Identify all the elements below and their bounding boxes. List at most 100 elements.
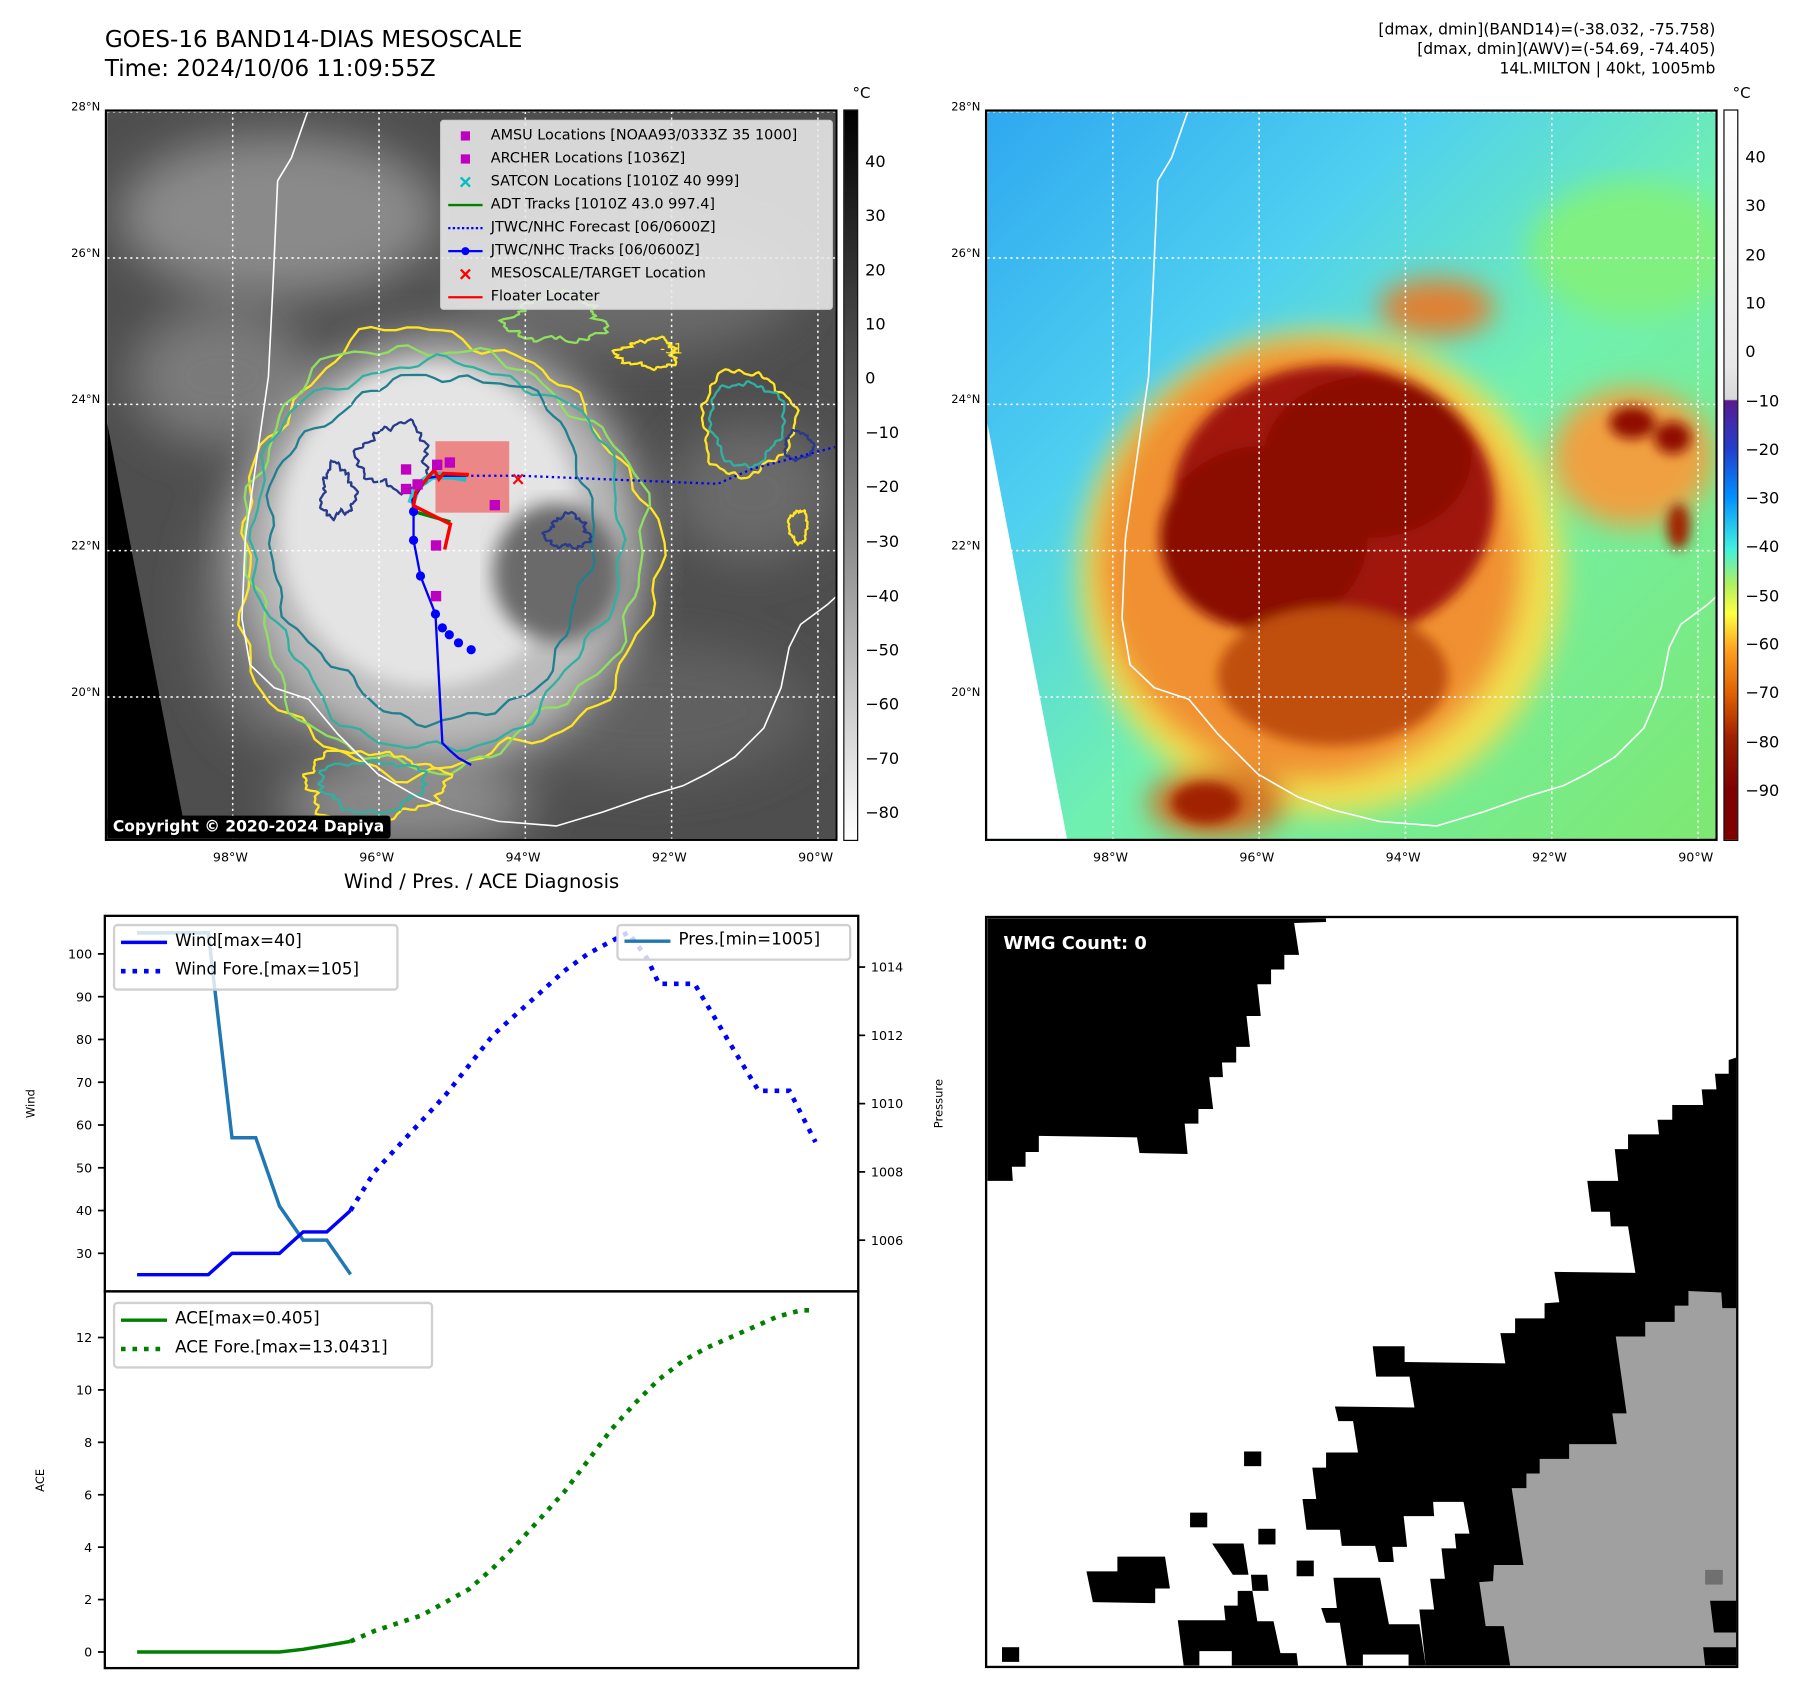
colorbar-tick-label: −10 bbox=[865, 424, 900, 443]
red-x-icon bbox=[459, 268, 471, 280]
colorbar-tick-label: −30 bbox=[1745, 489, 1780, 509]
band14-range: [dmax, dmin](BAND14)=(-38.032, -75.758) bbox=[1378, 20, 1716, 40]
legend-item: SATCON Locations [1010Z 40 999] bbox=[441, 170, 832, 193]
colorbar-tick-label: −60 bbox=[865, 695, 900, 715]
brightness-temperature-contour bbox=[786, 509, 809, 547]
colorbar-tick-label: −60 bbox=[1745, 635, 1780, 655]
brightness-temperature-contour bbox=[248, 353, 627, 753]
colorbar-tick-label: 10 bbox=[1745, 294, 1766, 314]
wind-line bbox=[137, 1209, 352, 1277]
ace-axes bbox=[103, 1290, 860, 1670]
legend-item: ADT Tracks [1010Z 43.0 997.4] bbox=[441, 194, 832, 217]
colorbar-tick-label: 40 bbox=[1745, 148, 1766, 168]
legend-label: MESOSCALE/TARGET Location bbox=[490, 263, 706, 282]
colorbar-tick-label: 30 bbox=[1745, 197, 1766, 216]
colorbar-tick-label: −90 bbox=[1745, 782, 1780, 801]
brightness-temperature-contour bbox=[318, 459, 360, 522]
colorbar-tick-label: −40 bbox=[865, 587, 900, 606]
wind-tick-label: 60 bbox=[76, 1118, 92, 1133]
map-legend: AMSU Locations [NOAA93/0333Z 35 1000] ARC… bbox=[440, 119, 833, 310]
magenta-square-icon bbox=[460, 154, 471, 164]
enhanced-ir-map bbox=[984, 109, 1718, 841]
colorbar-tick-label: 20 bbox=[865, 261, 886, 281]
legend-label: Pres.[min=1005] bbox=[678, 930, 821, 950]
best-track-points bbox=[408, 506, 476, 655]
wind-solid-line-icon bbox=[120, 940, 168, 945]
pressure-tick-label: 1008 bbox=[871, 1165, 903, 1180]
green-line-icon bbox=[448, 203, 483, 207]
wmg-scattered-cells bbox=[1001, 1451, 1426, 1666]
latitude-tick-label: 20°N bbox=[71, 686, 101, 700]
magenta-square-icon bbox=[460, 131, 471, 141]
legend-label: Wind[max=40] bbox=[175, 931, 302, 951]
colorbar-tick-label: −70 bbox=[1745, 684, 1780, 704]
wmg-cell-dark-gray bbox=[1705, 1569, 1723, 1585]
brightness-temperature-contour bbox=[540, 510, 593, 550]
ace-solid-line-icon bbox=[120, 1318, 168, 1322]
longitude-tick-label: 94°W bbox=[1385, 850, 1421, 866]
colorbar-tick-label: 0 bbox=[865, 370, 876, 389]
brightness-temperature-contour bbox=[783, 429, 816, 463]
pressure-tick-label: 1010 bbox=[871, 1096, 903, 1111]
wmg-clear-cell bbox=[1199, 1651, 1232, 1666]
legend-label: ADT Tracks [1010Z 43.0 997.4] bbox=[490, 194, 716, 212]
red-line-icon bbox=[448, 296, 483, 299]
blue-line-dot-icon bbox=[448, 247, 483, 256]
legend-item: MESOSCALE/TARGET Location bbox=[441, 263, 832, 286]
colorbar-tick-label: 10 bbox=[865, 315, 886, 335]
forecast-track bbox=[442, 445, 836, 486]
ace-dotted-line-icon bbox=[120, 1346, 168, 1352]
wmg-count-label: WMG Count: 0 bbox=[1003, 933, 1147, 954]
graticule bbox=[987, 111, 1716, 839]
ace-tick-label: 4 bbox=[84, 1540, 92, 1555]
target-x-marker: × bbox=[510, 469, 525, 490]
blue-dotted-line-icon bbox=[448, 226, 483, 230]
ace-forecast-line bbox=[349, 1307, 816, 1644]
longitude-tick-label: 94°W bbox=[505, 850, 541, 866]
longitude-tick-label: 92°W bbox=[1531, 850, 1567, 866]
enhanced-colorbar bbox=[1723, 109, 1739, 841]
figure-title: GOES-16 BAND14-DIAS MESOSCALE Time: 2024… bbox=[105, 25, 523, 83]
legend-item: JTWC/NHC Tracks [06/0600Z] bbox=[441, 240, 832, 263]
longitude-tick-label: 90°W bbox=[798, 850, 834, 866]
brightness-temperature-contour bbox=[699, 368, 800, 480]
ir-grayscale-map: -31 × AMSU Locations [NOAA93/0333Z 35 10… bbox=[104, 109, 838, 841]
wind-forecast-line bbox=[348, 929, 818, 1212]
pressure-legend: Pres.[min=1005] bbox=[616, 923, 852, 961]
coastline bbox=[1121, 111, 1716, 827]
wmg-classification-map bbox=[987, 918, 1737, 1666]
longitude-tick-label: 96°W bbox=[1239, 850, 1275, 866]
ace-tick-label: 0 bbox=[84, 1645, 92, 1660]
latitude-tick-label: 26°N bbox=[71, 247, 101, 261]
ace-legend: ACE[max=0.405] ACE Fore.[max=13.0431] bbox=[112, 1301, 434, 1369]
latitude-tick-label: 24°N bbox=[71, 393, 101, 407]
no-data-region bbox=[107, 422, 187, 839]
cyan-x-icon bbox=[459, 176, 471, 188]
storm-summary: 14L.MILTON | 40kt, 1005mb bbox=[1499, 59, 1716, 79]
legend-label: SATCON Locations [1010Z 40 999] bbox=[490, 171, 740, 189]
colorbar-tick-label: −70 bbox=[865, 749, 900, 769]
longitude-tick-label: 92°W bbox=[651, 850, 687, 866]
copyright-badge: Copyright © 2020-2024 Dapiya bbox=[107, 815, 390, 839]
pressure-line-icon bbox=[624, 939, 671, 943]
amsu-archer-points bbox=[400, 457, 500, 602]
longitude-tick-label: 98°W bbox=[212, 850, 248, 866]
longitude-tick-label: 96°W bbox=[359, 850, 395, 866]
colorbar-tick-label: −20 bbox=[1745, 440, 1780, 460]
pressure-tick-label: 1014 bbox=[871, 960, 903, 975]
ace-line bbox=[137, 1639, 351, 1654]
legend-item: Floater Locater bbox=[441, 286, 832, 309]
wmg-clear-cell bbox=[1362, 1654, 1409, 1666]
longitude-tick-label: 90°W bbox=[1678, 850, 1714, 866]
latitude-tick-label: 24°N bbox=[951, 393, 981, 407]
ace-tick-label: 12 bbox=[76, 1330, 92, 1345]
wind-tick-label: 80 bbox=[76, 1032, 92, 1047]
legend-label: ACE[max=0.405] bbox=[175, 1309, 320, 1329]
diagnosis-title: Wind / Pres. / ACE Diagnosis bbox=[343, 870, 620, 894]
colorbar-tick-label: 40 bbox=[865, 153, 886, 172]
wind-tick-label: 100 bbox=[68, 947, 92, 962]
wind-tick-label: 40 bbox=[76, 1203, 92, 1218]
wmg-region-gray bbox=[1479, 1290, 1737, 1666]
ace-tick-label: 6 bbox=[84, 1487, 92, 1502]
latitude-tick-label: 22°N bbox=[71, 540, 101, 553]
